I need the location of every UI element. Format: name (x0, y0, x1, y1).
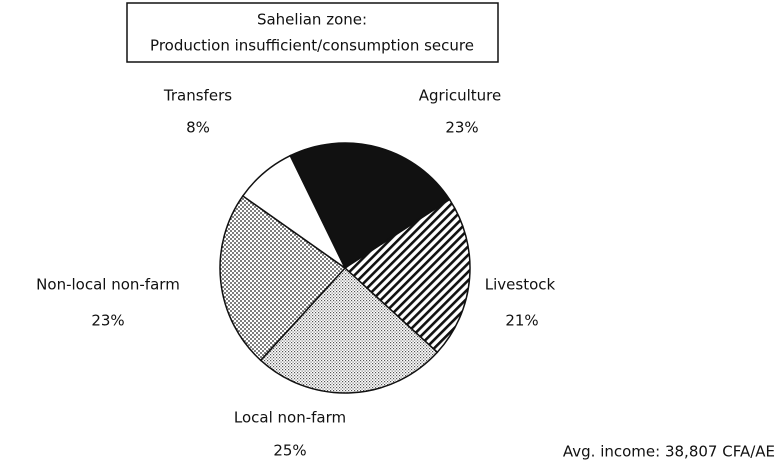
slice-label: Local non-farm (234, 409, 346, 427)
value-label: 23% (91, 312, 124, 330)
pie-slice (343, 198, 471, 354)
chart-title: Sahelian zone: (257, 11, 367, 29)
value-label: 21% (505, 312, 538, 330)
pie-slice (241, 154, 346, 269)
value-label: 8% (186, 119, 210, 137)
annotation: Avg. income: 38,807 CFA/AE (563, 443, 775, 461)
slice-label: Non-local non-farm (36, 276, 180, 294)
slice-label: Transfers (163, 87, 232, 105)
slice-label: Livestock (485, 276, 556, 294)
pie-slice (259, 266, 439, 394)
chart-subtitle: Production insufficient/consumption secu… (150, 37, 474, 55)
pie-slice (219, 194, 347, 362)
value-label: 23% (445, 119, 478, 137)
slice-label: Agriculture (419, 87, 502, 105)
value-label: 25% (273, 442, 306, 460)
title-box (126, 2, 499, 63)
